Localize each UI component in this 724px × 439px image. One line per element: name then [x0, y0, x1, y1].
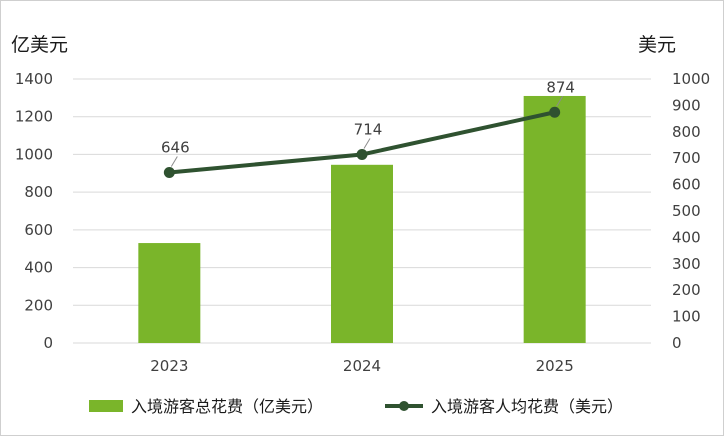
bar-2 [523, 95, 586, 343]
line-series: 646 714 874 [161, 78, 575, 178]
line-point-0 [163, 166, 175, 178]
left-tick-1: 200 [24, 296, 53, 314]
x-axis-ticks: 2023 2024 2025 [150, 357, 574, 375]
x-tick-2: 2025 [536, 357, 574, 375]
bar-1 [331, 164, 393, 343]
right-tick-3: 300 [672, 255, 701, 273]
left-axis-title: 亿美元 [11, 34, 68, 56]
right-tick-7: 700 [672, 149, 701, 167]
legend-swatch-bar [89, 400, 123, 412]
data-label-0: 646 [161, 138, 190, 156]
legend-label-bar: 入境游客总花费（亿美元） [131, 397, 323, 416]
left-tick-0: 0 [43, 334, 53, 352]
left-tick-6: 1200 [15, 108, 53, 126]
data-label-1: 714 [354, 121, 383, 139]
data-label-leader-1 [363, 138, 371, 149]
right-tick-4: 400 [672, 228, 701, 246]
left-tick-3: 600 [24, 221, 53, 239]
left-axis-ticks: 0 200 400 600 800 1000 1200 1400 [15, 70, 53, 352]
right-axis-title: 美元 [638, 34, 676, 56]
right-tick-5: 500 [672, 202, 701, 220]
legend-label-line: 入境游客人均花费（美元） [431, 397, 623, 416]
legend-swatch-marker [399, 401, 409, 411]
left-tick-7: 1400 [15, 70, 53, 88]
x-tick-0: 2023 [150, 357, 188, 375]
right-tick-9: 900 [672, 96, 701, 114]
left-tick-2: 400 [24, 259, 53, 277]
left-tick-5: 1000 [15, 145, 53, 163]
right-tick-8: 800 [672, 123, 701, 141]
data-label-2: 874 [546, 78, 575, 96]
right-tick-6: 600 [672, 176, 701, 194]
x-tick-1: 2024 [343, 357, 381, 375]
left-tick-4: 800 [24, 183, 53, 201]
right-tick-2: 200 [672, 281, 701, 299]
right-axis-ticks: 0 100 200 300 400 500 600 700 800 900 1000 [672, 70, 710, 352]
line-point-1 [356, 149, 368, 161]
right-tick-10: 1000 [672, 70, 710, 88]
data-label-leader-0 [170, 156, 178, 167]
bar-series [138, 95, 586, 343]
right-tick-0: 0 [672, 334, 682, 352]
line-point-2 [549, 106, 561, 118]
data-label-leader-2 [556, 96, 564, 107]
bar-0 [138, 243, 201, 343]
legend: 入境游客总花费（亿美元） 入境游客人均花费（美元） [89, 397, 623, 416]
right-tick-1: 100 [672, 308, 701, 326]
